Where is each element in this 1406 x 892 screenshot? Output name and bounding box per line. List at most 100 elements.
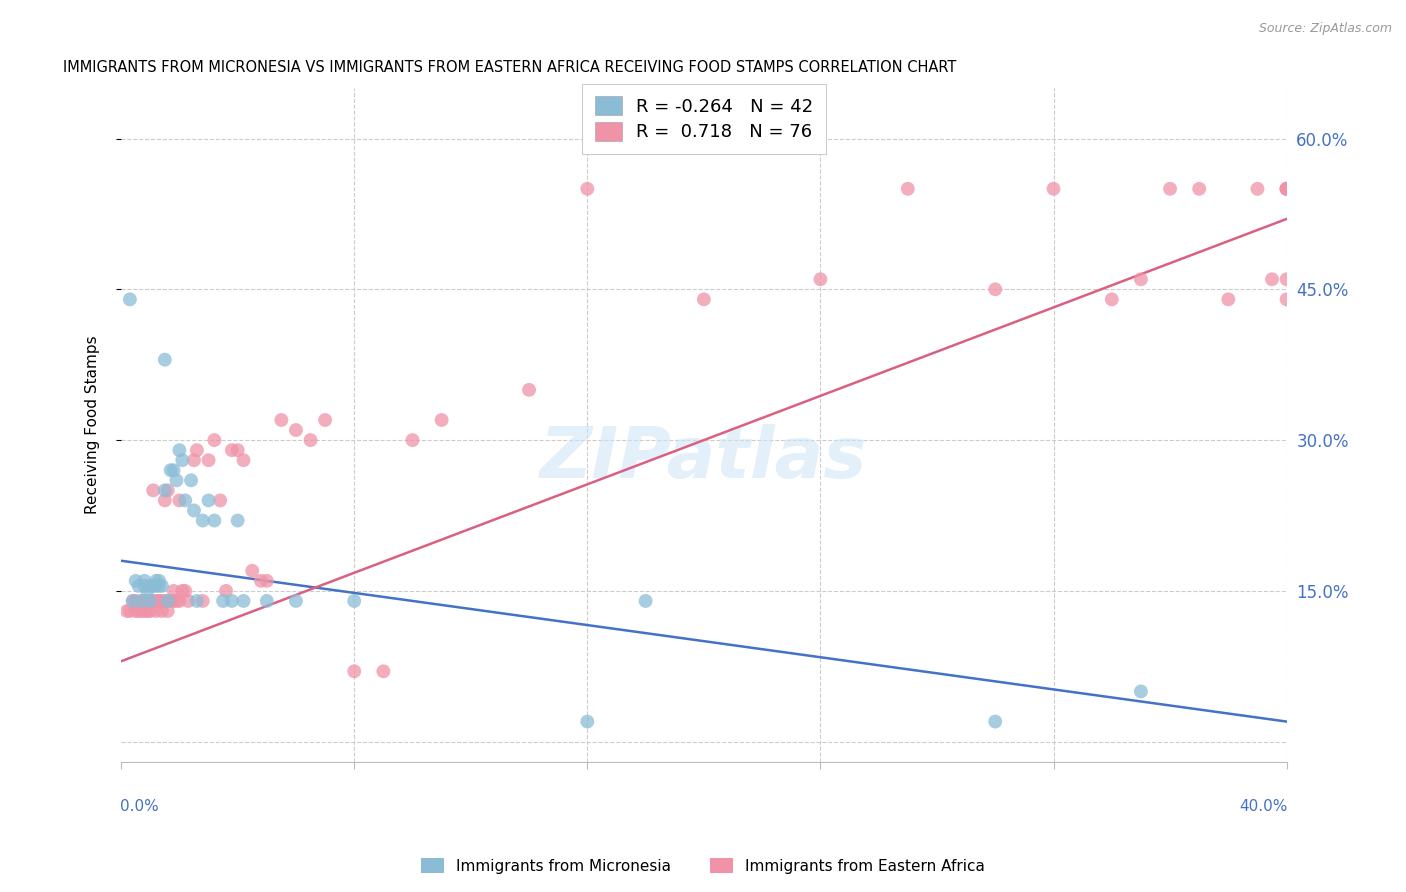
Point (221, 594, 243, 608)
Point (121, 594, 143, 608)
Point (125, 594, 148, 608)
Point (314, 413, 336, 427)
Point (284, 423, 307, 437)
Point (430, 413, 453, 427)
Point (191, 514, 214, 528)
Point (202, 433, 225, 447)
Point (169, 443, 191, 458)
Point (984, 282, 1007, 296)
Legend: R = -0.264   N = 42, R =  0.718   N = 76: R = -0.264 N = 42, R = 0.718 N = 76 (582, 84, 825, 154)
Point (145, 594, 167, 608)
Point (142, 483, 165, 498)
Point (136, 583, 159, 598)
Point (131, 594, 153, 608)
Point (142, 579, 165, 593)
Point (153, 594, 176, 608)
Point (1275, 182, 1298, 196)
Point (131, 594, 153, 608)
Text: ZIPatlas: ZIPatlas (540, 425, 868, 493)
Point (232, 453, 254, 467)
Point (139, 579, 162, 593)
Point (810, 272, 832, 286)
Point (1275, 293, 1298, 307)
Y-axis label: Receiving Food Stamps: Receiving Food Stamps (86, 335, 100, 515)
Point (1129, 272, 1152, 286)
Point (131, 604, 153, 618)
Point (134, 594, 156, 608)
Point (693, 293, 716, 307)
Point (156, 594, 179, 608)
Point (270, 413, 292, 427)
Point (121, 594, 143, 608)
Point (134, 604, 156, 618)
Point (166, 473, 188, 487)
Point (139, 594, 162, 608)
Point (118, 293, 141, 307)
Legend: Immigrants from Micronesia, Immigrants from Eastern Africa: Immigrants from Micronesia, Immigrants f… (415, 852, 991, 880)
Point (183, 503, 205, 517)
Point (202, 514, 225, 528)
Point (256, 594, 278, 608)
Point (136, 604, 159, 618)
Point (186, 594, 208, 608)
Point (172, 583, 194, 598)
Point (1275, 182, 1298, 196)
Point (373, 665, 395, 679)
Point (186, 443, 208, 458)
Point (169, 493, 191, 508)
Point (897, 182, 920, 196)
Point (256, 574, 278, 588)
Point (174, 583, 197, 598)
Point (1218, 293, 1240, 307)
Point (169, 594, 191, 608)
Point (142, 594, 165, 608)
Point (159, 463, 181, 477)
Point (299, 433, 322, 447)
Text: IMMIGRANTS FROM MICRONESIA VS IMMIGRANTS FROM EASTERN AFRICA RECEIVING FOOD STAM: IMMIGRANTS FROM MICRONESIA VS IMMIGRANTS… (63, 60, 956, 75)
Point (284, 594, 307, 608)
Point (153, 483, 176, 498)
Point (226, 514, 249, 528)
Point (145, 579, 167, 593)
Point (172, 453, 194, 467)
Point (576, 182, 599, 196)
Point (134, 574, 156, 588)
Point (162, 463, 184, 477)
Point (226, 443, 249, 458)
Point (197, 453, 219, 467)
Point (153, 493, 176, 508)
Point (145, 604, 167, 618)
Point (162, 594, 184, 608)
Point (343, 594, 366, 608)
Point (150, 579, 173, 593)
Point (162, 583, 184, 598)
Point (134, 579, 156, 593)
Point (1101, 293, 1123, 307)
Point (183, 453, 205, 467)
Point (191, 594, 214, 608)
Point (156, 604, 179, 618)
Point (139, 594, 162, 608)
Point (148, 574, 170, 588)
Point (166, 594, 188, 608)
Point (401, 433, 423, 447)
Point (984, 714, 1007, 729)
Point (517, 383, 540, 397)
Point (145, 574, 167, 588)
Point (1129, 684, 1152, 698)
Point (1275, 182, 1298, 196)
Point (125, 604, 148, 618)
Point (221, 443, 243, 458)
Point (153, 352, 176, 367)
Point (215, 583, 238, 598)
Point (150, 594, 173, 608)
Point (1275, 182, 1298, 196)
Point (128, 579, 150, 593)
Point (118, 604, 141, 618)
Point (148, 579, 170, 593)
Point (177, 594, 200, 608)
Point (136, 594, 159, 608)
Point (180, 473, 202, 487)
Point (343, 665, 366, 679)
Point (1246, 182, 1268, 196)
